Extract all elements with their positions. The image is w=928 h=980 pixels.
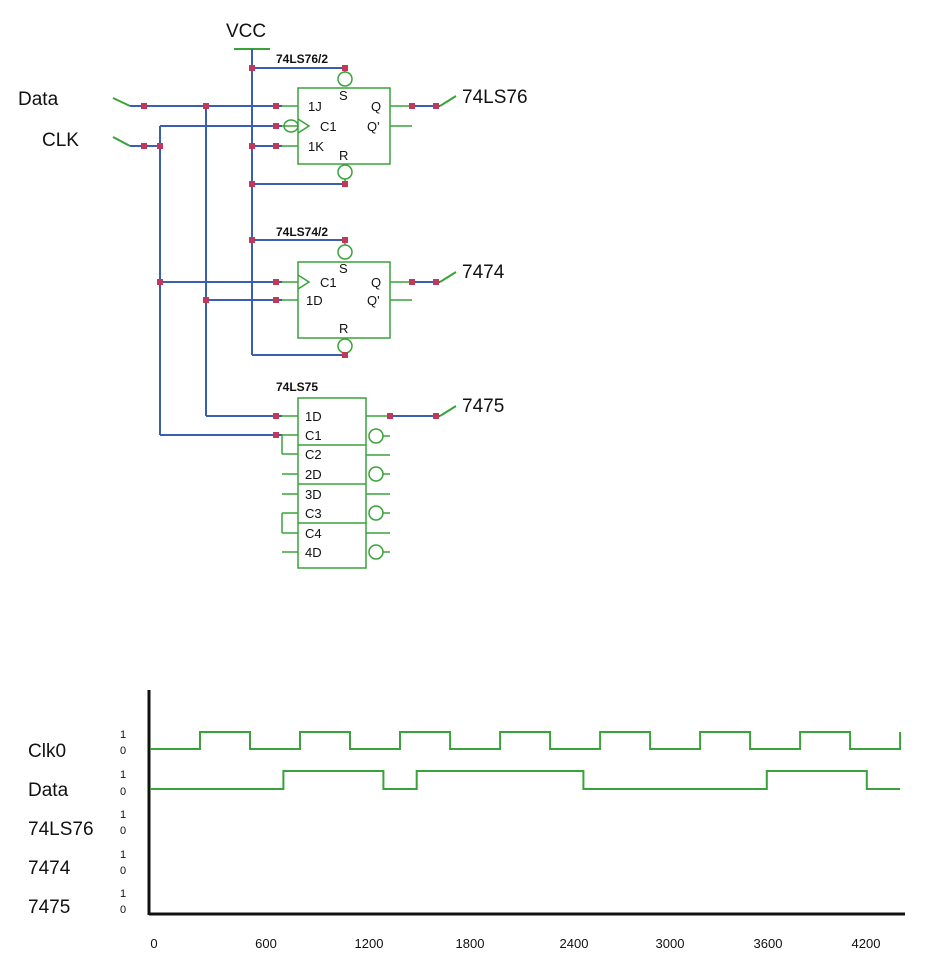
pin-75-c4: C4: [305, 526, 322, 541]
clk-switch: [112, 136, 131, 147]
out-76-switch: [439, 95, 457, 107]
out-75-label: 7475: [462, 396, 504, 417]
level-low-74ls76: 0: [120, 825, 126, 837]
chip-74ls74: 74LS74/2 C1 1D S R Q Q': [276, 225, 412, 355]
pin-76-q: Q: [371, 99, 381, 114]
pin-76-qn: Q': [367, 119, 380, 134]
chip-74-name: 74LS74/2: [276, 225, 328, 239]
pin-76-j: 1J: [308, 99, 322, 114]
chip-76-name: 74LS76/2: [276, 52, 328, 66]
signal-name-clk0: Clk0: [28, 741, 66, 762]
schematic: VCC Data CLK: [18, 21, 528, 569]
signal-name-data: Data: [28, 780, 69, 801]
out-76-label: 74LS76: [462, 87, 528, 108]
signal-name-7475: 7475: [28, 897, 70, 918]
pin-75-d3: 3D: [305, 487, 322, 502]
set-reset-net: [252, 67, 345, 356]
signal-name-7474: 7474: [28, 858, 71, 879]
pin-75-c3: C3: [305, 506, 322, 521]
waveform-clk0: [150, 731, 902, 750]
level-low-data: 0: [120, 786, 126, 798]
pin-75-c1: C1: [305, 428, 322, 443]
pin-76-k: 1K: [308, 139, 324, 154]
level-low-clk0: 0: [120, 745, 126, 757]
pin-75-d1: 1D: [305, 409, 322, 424]
x-tick-1800: 1800: [456, 936, 485, 951]
timing-diagram: Clk0 Data 74LS76 7474 7475 1 0 1 0 1 0 1…: [28, 690, 905, 951]
level-low-7474: 0: [120, 865, 126, 877]
chip-74ls76: 74LS76/2 1J C1 1K S R Q Q': [276, 52, 412, 184]
x-tick-3000: 3000: [656, 936, 685, 951]
chip-74ls75: 74LS75: [276, 380, 390, 569]
pin-75-c2: C2: [305, 447, 322, 462]
data-input-label: Data: [18, 89, 59, 110]
pin-76-c: C1: [320, 119, 337, 134]
pin-74-r: R: [339, 321, 348, 336]
level-high-clk0: 1: [120, 729, 126, 741]
x-tick-4200: 4200: [852, 936, 881, 951]
x-tick-3600: 3600: [754, 936, 783, 951]
data-switch: [112, 97, 131, 107]
pin-75-d2: 2D: [305, 467, 322, 482]
pin-74-s: S: [339, 261, 348, 276]
x-tick-600: 600: [255, 936, 277, 951]
x-tick-1200: 1200: [355, 936, 384, 951]
pin-74-qn: Q': [367, 293, 380, 308]
chip-75-name: 74LS75: [276, 380, 318, 394]
vcc-label: VCC: [226, 21, 266, 42]
pin-74-d: 1D: [306, 293, 323, 308]
out-75-switch: [439, 405, 457, 417]
pin-74-c: C1: [320, 275, 337, 290]
x-tick-2400: 2400: [560, 936, 589, 951]
pin-76-r: R: [339, 148, 348, 163]
out-74-switch: [439, 271, 457, 283]
data-net: [130, 105, 282, 417]
pin-76-s: S: [339, 88, 348, 103]
clk-input-label: CLK: [42, 130, 79, 151]
out-74-label: 7474: [462, 262, 505, 283]
waveform-data: [150, 770, 901, 790]
level-high-7474: 1: [120, 849, 126, 861]
signal-name-74ls76: 74LS76: [28, 819, 94, 840]
x-tick-0: 0: [150, 936, 157, 951]
level-high-7475: 1: [120, 888, 126, 900]
pin-75-d4: 4D: [305, 545, 322, 560]
level-low-7475: 0: [120, 904, 126, 916]
junction-dots: [141, 65, 439, 438]
pin-74-q: Q: [371, 275, 381, 290]
level-high-74ls76: 1: [120, 809, 126, 821]
level-high-data: 1: [120, 769, 126, 781]
